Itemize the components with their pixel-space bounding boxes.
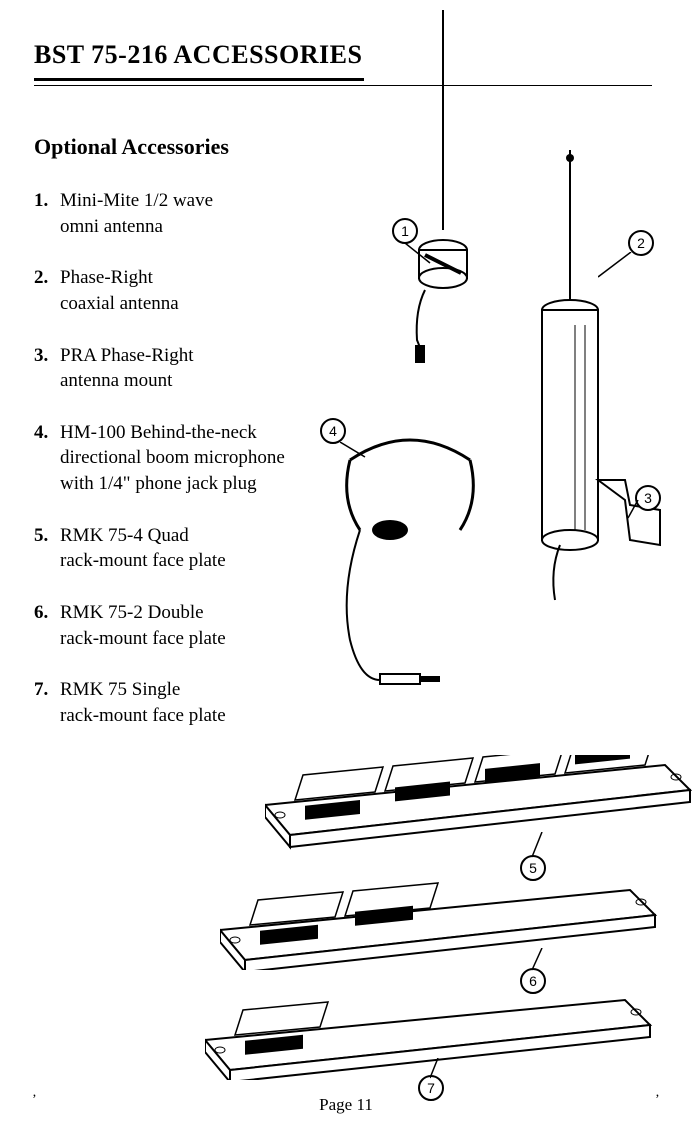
list-item: 4. HM-100 Behind-the-neckdirectional boo… (34, 420, 658, 497)
item-text: RMK 75 Singlerack-mount face plate (60, 677, 226, 728)
title-rule (34, 85, 652, 86)
page-footer: Page 11 (0, 1095, 692, 1115)
list-item: 3. PRA Phase-Rightantenna mount (34, 343, 658, 394)
item-text: RMK 75-4 Quadrack-mount face plate (60, 523, 226, 574)
item-text: Mini-Mite 1/2 waveomni antenna (60, 188, 213, 239)
item-number: 2. (34, 265, 60, 316)
accessory-list: 1. Mini-Mite 1/2 waveomni antenna 2. Pha… (34, 188, 658, 729)
list-item: 7. RMK 75 Singlerack-mount face plate (34, 677, 658, 728)
page-title: BST 75-216 ACCESSORIES (34, 40, 364, 81)
list-item: 1. Mini-Mite 1/2 waveomni antenna (34, 188, 658, 239)
list-item: 5. RMK 75-4 Quadrack-mount face plate (34, 523, 658, 574)
item-number: 5. (34, 523, 60, 574)
item-number: 6. (34, 600, 60, 651)
item-text: HM-100 Behind-the-neckdirectional boom m… (60, 420, 285, 497)
item-number: 3. (34, 343, 60, 394)
item-text: RMK 75-2 Doublerack-mount face plate (60, 600, 226, 651)
list-item: 2. Phase-Rightcoaxial antenna (34, 265, 658, 316)
item-text: Phase-Rightcoaxial antenna (60, 265, 179, 316)
section-subtitle: Optional Accessories (34, 134, 658, 160)
list-item: 6. RMK 75-2 Doublerack-mount face plate (34, 600, 658, 651)
item-number: 1. (34, 188, 60, 239)
item-number: 7. (34, 677, 60, 728)
item-text: PRA Phase-Rightantenna mount (60, 343, 194, 394)
item-number: 4. (34, 420, 60, 497)
